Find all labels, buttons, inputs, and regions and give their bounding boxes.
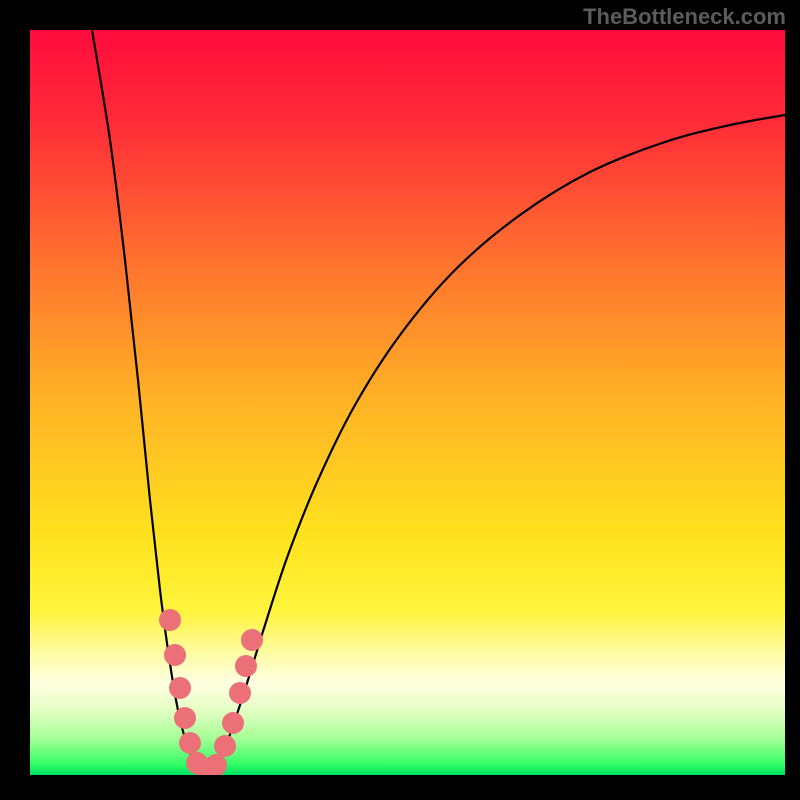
chart-svg xyxy=(30,30,785,775)
watermark-text: TheBottleneck.com xyxy=(583,4,786,30)
marker-dot xyxy=(164,644,186,666)
marker-group xyxy=(159,609,263,775)
marker-dot xyxy=(214,735,236,757)
marker-dot xyxy=(169,677,191,699)
marker-dot xyxy=(205,754,227,775)
right-curve xyxy=(206,115,785,774)
marker-dot xyxy=(179,732,201,754)
marker-dot xyxy=(159,609,181,631)
marker-dot xyxy=(222,712,244,734)
plot-area xyxy=(30,30,785,775)
left-curve xyxy=(92,30,206,774)
marker-dot xyxy=(174,707,196,729)
marker-dot xyxy=(241,629,263,651)
marker-dot xyxy=(235,655,257,677)
marker-dot xyxy=(229,682,251,704)
